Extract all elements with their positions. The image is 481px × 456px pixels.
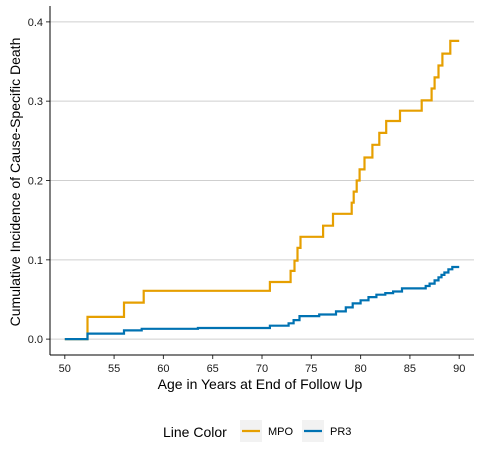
x-tick-label: 50 [59,363,71,375]
x-tick-label: 65 [207,363,219,375]
legend-label-mpo: MPO [268,426,294,438]
series-line-mpo [64,39,460,341]
x-tick-label: 85 [404,363,416,375]
x-tick-label: 70 [256,363,268,375]
series-line-pr3 [64,265,460,341]
x-tick-label: 60 [157,363,169,375]
y-tick-label: 0.3 [28,96,43,108]
y-tick-label: 0.1 [28,255,43,267]
x-tick-label: 75 [305,363,317,375]
axes-layer: 0.0 0.1 0.2 0.3 0.4 50 55 60 65 70 75 80 85 90 [28,6,474,375]
y-tick-label: 0.0 [28,334,43,346]
grid-layer [50,21,474,340]
x-tick-label: 90 [453,363,465,375]
series-layer [64,39,460,341]
y-tick-label: 0.2 [28,176,43,188]
x-tick-label: 55 [108,363,120,375]
x-tick-label: 80 [354,363,366,375]
x-axis-title: Age in Years at End of Follow Up [158,376,363,392]
legend: Line Color MPO PR3 [163,420,351,442]
y-axis-title: Cumulative Incidence of Cause-Specific D… [7,38,23,327]
legend-title: Line Color [163,424,227,440]
y-tick-label: 0.4 [28,17,43,29]
legend-label-pr3: PR3 [330,426,351,438]
